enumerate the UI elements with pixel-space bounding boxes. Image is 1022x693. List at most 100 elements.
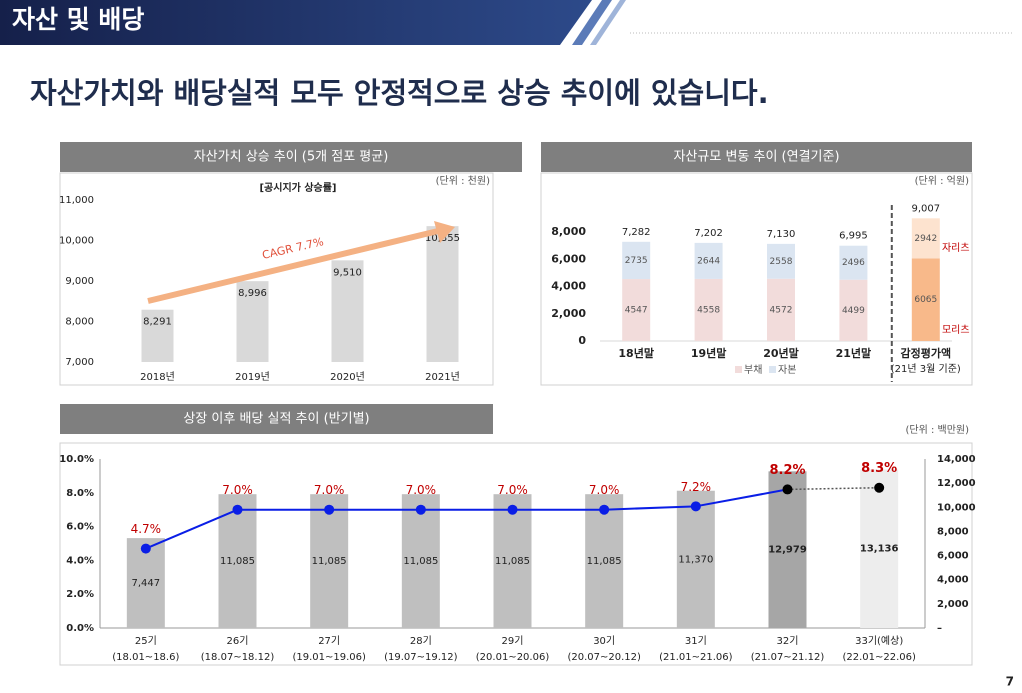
x-tick-label: 31기 bbox=[685, 635, 707, 647]
bar bbox=[331, 260, 364, 362]
tick-label: 6,000 bbox=[551, 252, 586, 265]
panel-box bbox=[59, 442, 973, 666]
bar bbox=[218, 494, 257, 628]
tick-label: 8,000 bbox=[551, 225, 586, 238]
x-tick-sublabel: (19.07~19.12) bbox=[384, 652, 458, 663]
total-label: 7,130 bbox=[767, 229, 796, 240]
tick-label: 9,000 bbox=[65, 276, 94, 287]
segment-label: 4547 bbox=[625, 306, 648, 316]
bar-value-label: 11,370 bbox=[678, 554, 713, 565]
total-label: 9,007 bbox=[911, 203, 940, 214]
header-title: 자산 및 배당 bbox=[12, 5, 144, 34]
segment-label: 2735 bbox=[625, 256, 648, 266]
line-value-label: 7.0% bbox=[589, 483, 620, 497]
line-value-label: 8.3% bbox=[861, 461, 897, 476]
bar-value-label: 11,085 bbox=[495, 556, 530, 567]
bar-value-label: 11,085 bbox=[403, 556, 438, 567]
tick-label: 7,000 bbox=[65, 357, 94, 368]
headline: 자산가치와 배당실적 모두 안정적으로 상승 추이에 있습니다. bbox=[30, 76, 769, 110]
legend-swatch bbox=[735, 366, 742, 373]
line-value-label: 4.7% bbox=[131, 522, 162, 536]
bar bbox=[310, 494, 349, 628]
x-tick-label: 19년말 bbox=[691, 346, 727, 360]
tick-label: 8.0% bbox=[66, 488, 94, 499]
bar-segment bbox=[911, 218, 940, 259]
unit-label: (단위 : 백만원) bbox=[905, 423, 969, 436]
tick-label: 10,000 bbox=[59, 236, 94, 247]
line-point bbox=[599, 504, 610, 515]
tick-label: 2,000 bbox=[937, 599, 969, 610]
bar-value-label: 7,447 bbox=[132, 578, 161, 589]
x-tick-label: 2019년 bbox=[235, 371, 270, 383]
tick-label: 0 bbox=[578, 334, 586, 347]
x-tick-label: 18년말 bbox=[618, 346, 654, 360]
panel-box bbox=[59, 172, 494, 386]
panel-title-bar bbox=[60, 404, 493, 434]
bar bbox=[236, 281, 269, 362]
x-tick-label: 감정평가액 bbox=[900, 346, 951, 360]
line-point bbox=[232, 504, 243, 515]
tick-label: 8,000 bbox=[65, 317, 94, 328]
total-label: 7,202 bbox=[694, 228, 723, 239]
segment-label: 2496 bbox=[842, 258, 865, 268]
tick-label: 11,000 bbox=[59, 195, 94, 206]
line-segment bbox=[695, 488, 788, 508]
x-tick-sublabel: (18.01~18.6) bbox=[112, 652, 179, 663]
tick-label: 0.0% bbox=[66, 623, 94, 634]
tick-label: 2.0% bbox=[66, 589, 94, 600]
line-point bbox=[324, 504, 335, 515]
bar-segment bbox=[622, 279, 651, 341]
bar bbox=[493, 494, 532, 628]
x-tick-sublabel: (20.07~20.12) bbox=[567, 652, 641, 663]
unit-label: (단위 : 억원) bbox=[915, 174, 969, 187]
bar bbox=[585, 494, 624, 628]
segment-label: 6065 bbox=[914, 295, 937, 305]
segment-label: 4572 bbox=[770, 305, 793, 315]
bar bbox=[768, 471, 807, 628]
line-point bbox=[140, 543, 151, 554]
value-label: 8,996 bbox=[238, 288, 267, 299]
header-band bbox=[0, 0, 592, 45]
panel-title-bar bbox=[541, 142, 972, 172]
x-tick-label: 29기 bbox=[502, 635, 524, 647]
tick-label: 14,000 bbox=[937, 454, 976, 465]
line-point bbox=[507, 504, 518, 515]
page-number: 7 bbox=[1006, 675, 1014, 689]
bar bbox=[401, 494, 440, 628]
x-tick-label: 2020년 bbox=[330, 371, 365, 383]
panel-title-bar bbox=[60, 142, 522, 172]
line-value-label: 7.0% bbox=[497, 483, 528, 497]
panel-title: 자산가치 상승 추이 (5개 점포 평균) bbox=[194, 150, 389, 165]
tick-label: 4,000 bbox=[937, 575, 969, 586]
segment-label: 2558 bbox=[770, 257, 793, 267]
bar-segment bbox=[839, 279, 868, 341]
line-point bbox=[690, 501, 701, 512]
tick-label: 2,000 bbox=[551, 307, 586, 320]
tick-label: 4.0% bbox=[66, 555, 94, 566]
x-tick-sublabel: (19.01~19.06) bbox=[292, 652, 366, 663]
bar-segment bbox=[767, 243, 795, 279]
line-segment bbox=[787, 486, 880, 491]
bar-segment bbox=[694, 278, 723, 341]
header-stripe bbox=[590, 0, 626, 45]
tick-label: 10,000 bbox=[937, 502, 976, 513]
panel-title: 상장 이후 배당 실적 추이 (반기별) bbox=[183, 412, 369, 427]
bar-segment bbox=[911, 258, 940, 341]
x-tick-sublabel: (21.07~21.12) bbox=[751, 652, 825, 663]
line-point bbox=[782, 484, 793, 495]
bar-value-label: 11,085 bbox=[220, 556, 255, 567]
legend-swatch bbox=[769, 366, 776, 373]
line-point bbox=[415, 504, 426, 515]
line-value-label: 7.0% bbox=[222, 483, 253, 497]
x-tick-label: 20년말 bbox=[763, 346, 799, 360]
legend-label: 자본 bbox=[778, 364, 796, 376]
bar bbox=[676, 490, 715, 628]
bar-segment bbox=[694, 242, 723, 279]
x-tick-label: 32기 bbox=[777, 635, 799, 647]
segment-label: 2644 bbox=[697, 256, 720, 266]
segment-label: 2942 bbox=[914, 234, 937, 244]
x-tick-sublabel: (20.01~20.06) bbox=[476, 652, 550, 663]
x-tick-label: 30기 bbox=[593, 635, 615, 647]
bar-segment bbox=[839, 245, 868, 280]
bar bbox=[141, 309, 174, 362]
